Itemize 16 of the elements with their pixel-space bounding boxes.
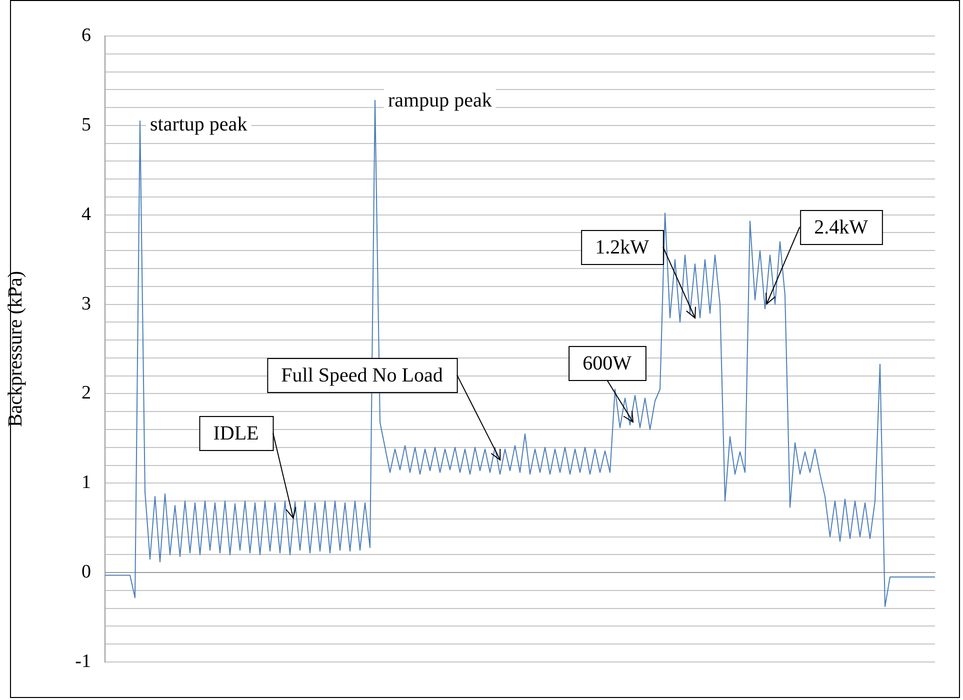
y-axis-title: Backpressure (kPa) bbox=[4, 270, 26, 428]
y-tick-label: 4 bbox=[82, 204, 92, 225]
annotation: 2.4kW bbox=[814, 216, 868, 238]
y-tick-label: 6 bbox=[82, 24, 91, 46]
y-tick-label: -1 bbox=[75, 650, 91, 672]
annotation: Full Speed No Load bbox=[281, 364, 443, 386]
annotation: 600W bbox=[582, 352, 632, 374]
y-tick-label: 5 bbox=[82, 114, 91, 136]
annotation: IDLE bbox=[213, 422, 259, 444]
y-tick-label: 2 bbox=[82, 382, 91, 404]
annotation: rampup peak bbox=[388, 89, 492, 112]
y-tick-label: 3 bbox=[82, 293, 91, 314]
y-tick-label: 1 bbox=[82, 472, 91, 494]
y-tick-label: 0 bbox=[82, 562, 91, 583]
annotation: 1.2kW bbox=[595, 236, 650, 258]
annotation: startup peak bbox=[150, 113, 248, 136]
